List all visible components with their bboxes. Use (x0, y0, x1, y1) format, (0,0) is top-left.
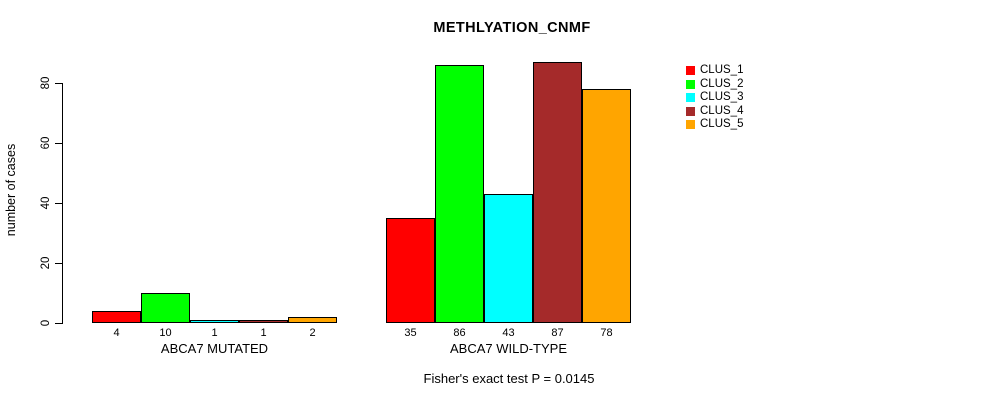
bar-clus_4-mutated (239, 320, 288, 323)
legend-item-clus_5: CLUS_5 (686, 118, 744, 130)
chart-title: METHLYATION_CNMF (433, 20, 591, 36)
legend: CLUS_1 CLUS_2 CLUS_3 CLUS_4 CLUS_5 (686, 64, 744, 134)
legend-label: CLUS_4 (700, 104, 744, 117)
group-label: ABCA7 MUTATED (160, 341, 269, 356)
bar-value-label: 87 (551, 327, 564, 339)
legend-swatch-clus_2 (686, 79, 695, 89)
y-axis-tick-label: 20 (40, 256, 52, 270)
y-axis-tick-label: 40 (40, 196, 52, 210)
bar-clus_1-mutated (92, 311, 141, 323)
bar-clus_2-wildtype (435, 65, 484, 323)
y-axis-tick (55, 263, 62, 264)
bar-value-label: 86 (453, 327, 466, 339)
y-axis-tick (55, 203, 62, 204)
bar-clus_4-wildtype (533, 62, 582, 323)
bar-value-label: 4 (113, 327, 120, 339)
y-axis-label: number of cases (4, 143, 18, 237)
legend-swatch-clus_4 (686, 106, 695, 116)
legend-swatch-clus_5 (686, 120, 695, 129)
bar-value-label: 78 (600, 327, 613, 339)
y-axis-tick (55, 143, 62, 144)
bar-value-label: 1 (260, 327, 267, 339)
y-axis-tick-label: 0 (40, 319, 52, 327)
bar-value-label: 43 (502, 327, 515, 339)
bar-clus_2-mutated (141, 293, 190, 323)
legend-swatch-clus_3 (686, 93, 695, 102)
y-axis-line (62, 83, 63, 324)
bar-clus_3-wildtype (484, 194, 533, 323)
bar-value-label: 35 (404, 327, 417, 339)
legend-item-clus_2: CLUS_2 (686, 77, 744, 90)
legend-label: CLUS_1 (700, 64, 744, 76)
legend-swatch-clus_1 (686, 66, 695, 75)
bar-clus_5-mutated (288, 317, 337, 323)
bar-value-label: 2 (309, 327, 316, 339)
bar-clus_3-mutated (190, 320, 239, 323)
group-label: ABCA7 WILD-TYPE (449, 341, 568, 356)
y-axis-tick-label: 60 (40, 136, 52, 150)
legend-item-clus_4: CLUS_4 (686, 104, 744, 117)
bar-value-label: 1 (211, 327, 218, 339)
annotation-text: Fisher's exact test P = 0.0145 (423, 371, 595, 386)
bar-clus_1-wildtype (386, 218, 435, 323)
bar-value-label: 10 (159, 327, 172, 339)
y-axis-tick (55, 323, 62, 324)
legend-item-clus_3: CLUS_3 (686, 91, 744, 103)
legend-label: CLUS_2 (700, 77, 744, 90)
legend-label: CLUS_5 (700, 118, 744, 130)
y-axis-tick (55, 83, 62, 84)
bar-clus_5-wildtype (582, 89, 631, 323)
legend-item-clus_1: CLUS_1 (686, 64, 744, 76)
y-axis-tick-label: 80 (40, 76, 52, 90)
legend-label: CLUS_3 (700, 91, 744, 103)
